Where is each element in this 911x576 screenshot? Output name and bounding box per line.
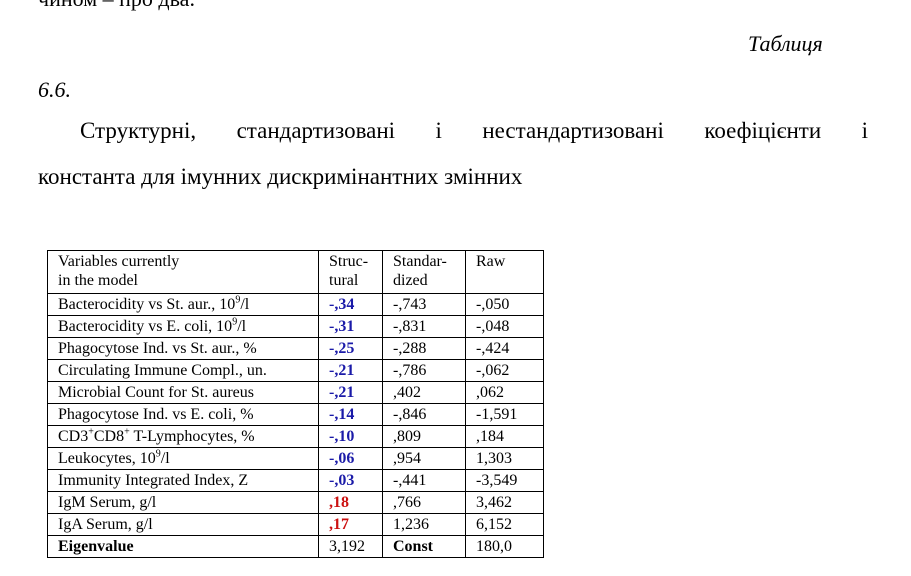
header-variables: Variables currently in the model [47,250,319,294]
standardized-value: -,743 [382,293,466,316]
variable-name: Leukocytes, 109/l [47,447,319,470]
variable-name-part: /l [237,318,247,335]
standardized-value: ,809 [382,425,466,448]
variable-name: Phagocytose Ind. vs E. coli, % [47,403,319,426]
structural-value: -,34 [318,293,383,316]
variable-name-part: 9 [232,316,238,328]
variable-name: Circulating Immune Compl., un. [47,359,319,382]
structural-value: -,21 [318,381,383,404]
standardized-value: -,288 [382,337,466,360]
coefficients-table: Variables currently in the model Struc-tu… [47,250,544,558]
raw-value: -,048 [465,315,544,338]
variable-name: IgA Serum, g/l [47,513,319,536]
title-word: і [861,118,868,143]
variable-name-part: Phagocytose Ind. vs St. aur., % [58,340,257,357]
raw-value: -,424 [465,337,544,360]
table-caption-label: Таблиця [748,31,823,56]
title-word: стандартизовані [236,118,396,143]
table-row: Phagocytose Ind. vs E. coli, % -,14 -,846-… [47,403,544,426]
title-word: Структурні, [80,118,197,143]
variable-name-part: Phagocytose Ind. vs E. coli, % [58,406,254,423]
table-footer-row: Eigenvalue 3,192 Const 180,0 [47,535,544,558]
variable-name-part: Immunity Integrated Index, Z [58,472,249,489]
previous-paragraph-tail: чином – про два. [38,0,195,12]
raw-value: -,050 [465,293,544,316]
header-raw: Raw [465,250,544,294]
eigenvalue-value: 3,192 [318,535,383,558]
raw-value: 3,462 [465,491,544,514]
raw-value: 6,152 [465,513,544,536]
variable-name-part: Bacterocidity vs E. coli, 10 [58,318,233,335]
structural-value: -,03 [318,469,383,492]
structural-value: -,25 [318,337,383,360]
variable-name: Bacterocidity vs E. coli, 109/l [47,315,319,338]
table-title-line-2: константа для імунних дискримінантних зм… [38,164,523,189]
raw-value: -1,591 [465,403,544,426]
header-structural: Struc-tural [318,250,383,294]
raw-value: -,062 [465,359,544,382]
structural-value: -,06 [318,447,383,470]
standardized-value: ,954 [382,447,466,470]
standardized-value: -,846 [382,403,466,426]
variable-name-part: /l [160,450,170,467]
variable-name: Immunity Integrated Index, Z [47,469,319,492]
variable-name-part: + [88,426,94,438]
variable-name-part: CD3 [58,428,89,445]
table-row: Circulating Immune Compl., un. -,21 -,786-… [47,359,544,382]
table-caption-number: 6.6. [38,77,71,102]
raw-value: 1,303 [465,447,544,470]
standardized-value: ,402 [382,381,466,404]
structural-value: -,14 [318,403,383,426]
raw-value: -3,549 [465,469,544,492]
variable-name-part: Bacterocidity vs St. aur., 10 [58,296,236,313]
variable-name-part: 9 [155,448,161,460]
variable-name-part: /l [240,296,250,313]
raw-value: ,062 [465,381,544,404]
standardized-value: -,786 [382,359,466,382]
table-row: Leukocytes, 109/l -,06,954 1,303 [47,447,544,470]
title-word: і [435,118,442,143]
variable-name-part: Circulating Immune Compl., un. [58,362,267,379]
table-title-line-1: Структурні, стандартизовані і нестандартизо… [80,118,868,144]
standardized-value: -,831 [382,315,466,338]
variable-name: Microbial Count for St. aureus [47,381,319,404]
variable-name: Phagocytose Ind. vs St. aur., % [47,337,319,360]
structural-value: -,10 [318,425,383,448]
standardized-value: -,441 [382,469,466,492]
structural-value: ,17 [318,513,383,536]
structural-value: -,31 [318,315,383,338]
variable-name-part: CD8 [93,428,125,445]
const-value: 180,0 [465,535,544,558]
raw-value: ,184 [465,425,544,448]
structural-value: -,21 [318,359,383,382]
table-row: CD3+CD8+ T-Lymphocytes, % -,10,809,184 [47,425,544,448]
title-word: нестандартизовані [482,118,664,143]
header-standardized: Standar-dized [382,250,466,294]
variable-name: CD3+CD8+ T-Lymphocytes, % [47,425,319,448]
variable-name-part: T-Lymphocytes, % [129,428,255,445]
title-word: коефіцієнти [704,118,822,143]
variable-name-part: + [124,426,130,438]
table-row: Phagocytose Ind. vs St. aur., % -,25 -,288… [47,337,544,360]
variable-name-part: 9 [235,294,241,306]
table-row: Bacterocidity vs E. coli, 109/l -,31 -,831… [47,315,544,338]
table-header-row: Variables currently in the model Struc-tu… [47,250,544,294]
table-row: IgM Serum, g/l ,18,766 3,462 [47,491,544,514]
standardized-value: 1,236 [382,513,466,536]
eigenvalue-label: Eigenvalue [47,535,319,558]
variable-name: IgM Serum, g/l [47,491,319,514]
table-row: IgA Serum, g/l ,17 1,236 6,152 [47,513,544,536]
table-row: Microbial Count for St. aureus -,21,402,0… [47,381,544,404]
const-label: Const [382,535,466,558]
structural-value: ,18 [318,491,383,514]
table-row: Immunity Integrated Index, Z -,03 -,441 -3,… [47,469,544,492]
table-row: Bacterocidity vs St. aur., 109/l -,34 -,74… [47,293,544,316]
variable-name-part: IgA Serum, g/l [58,516,153,533]
variable-name-part: IgM Serum, g/l [58,494,157,511]
variable-name: Bacterocidity vs St. aur., 109/l [47,293,319,316]
variable-name-part: Leukocytes, 10 [58,450,156,467]
standardized-value: ,766 [382,491,466,514]
variable-name-part: Microbial Count for St. aureus [58,384,254,401]
